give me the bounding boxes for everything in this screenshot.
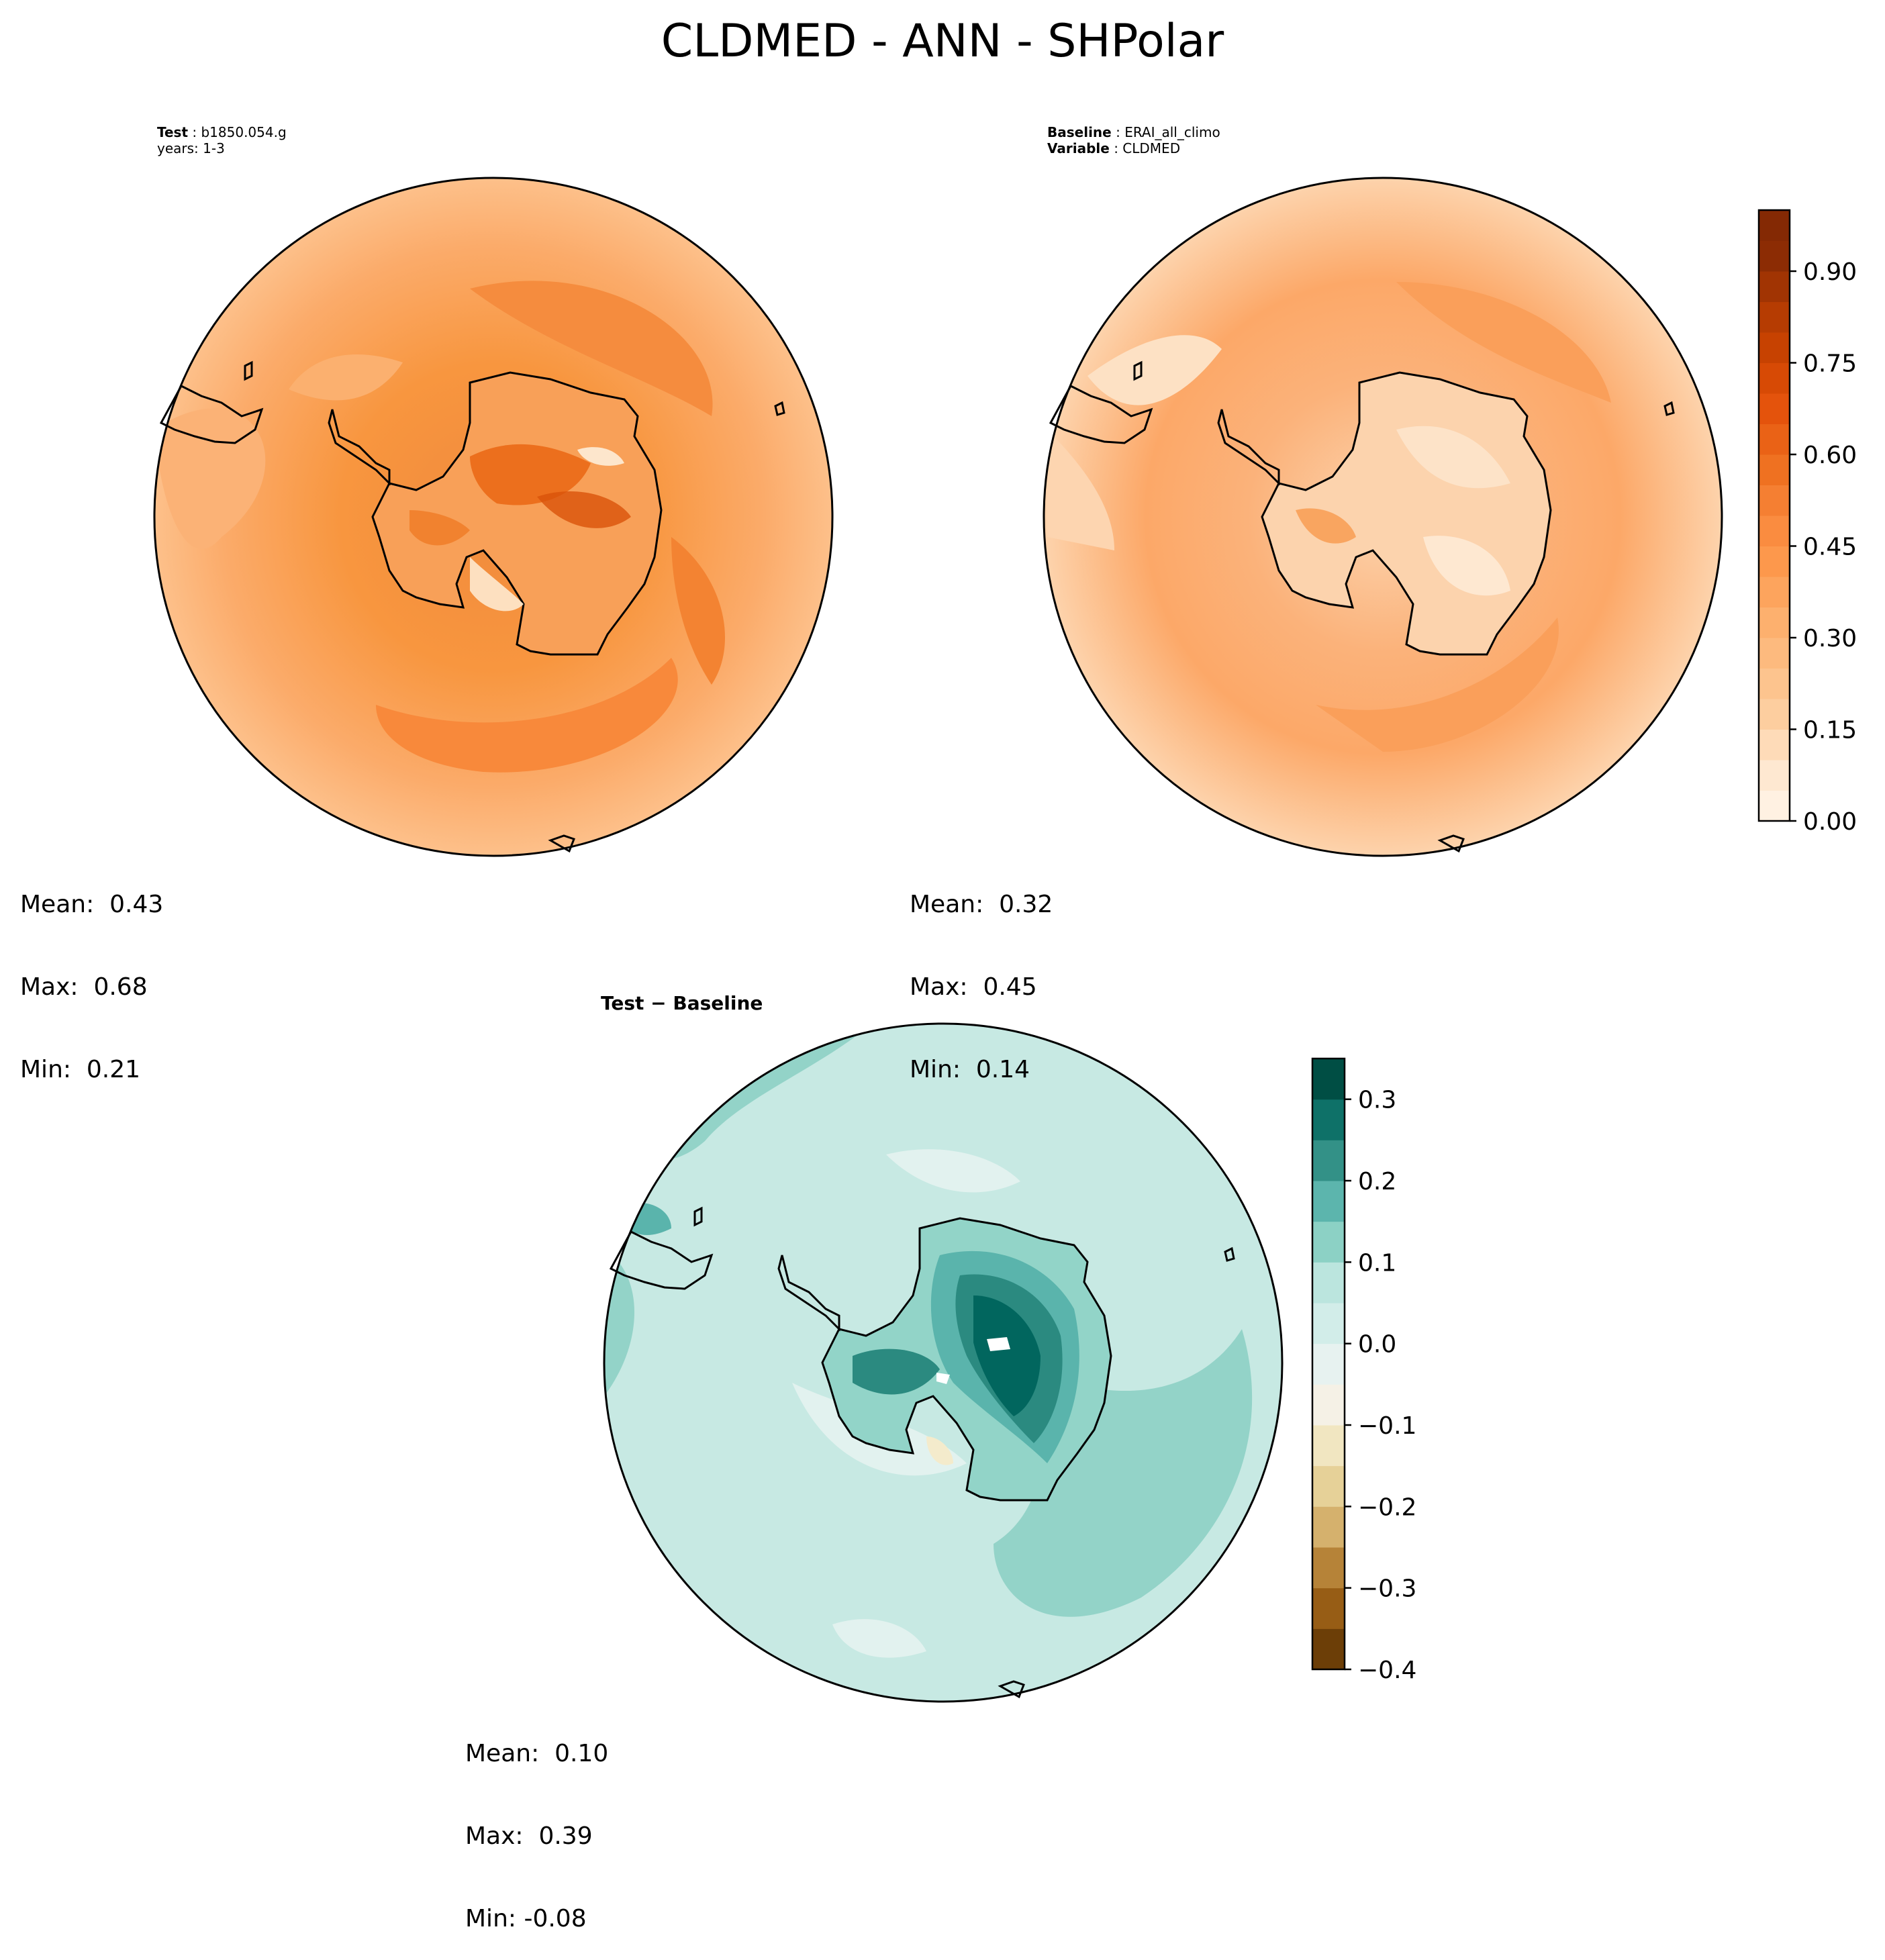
colorbar-segment <box>1759 424 1790 455</box>
figure-canvas: 0.000.150.300.450.600.750.90 0.30.20.10.… <box>153 177 1857 1703</box>
colorbar-tick-label: −0.2 <box>1358 1493 1416 1521</box>
colorbar-tick-label: 0.90 <box>1803 258 1857 286</box>
colorbar-segment <box>1759 638 1790 669</box>
colorbar-tick-label: 0.30 <box>1803 625 1857 652</box>
colorbar-segment <box>1312 1343 1345 1385</box>
test-label-key: Test <box>157 124 189 140</box>
diff-max: Max: 0.39 <box>465 1822 593 1850</box>
diff-stats: Mean: 0.10 Max: 0.39 Min: -0.08 <box>465 1685 608 1960</box>
colorbar-segment <box>1312 1303 1345 1344</box>
colorbar-tick-label: −0.3 <box>1358 1575 1416 1603</box>
baseline-max: Max: 0.45 <box>910 973 1037 1001</box>
colorbar-tick-label: 0.45 <box>1803 534 1857 561</box>
colorbar-tick-label: 0.0 <box>1358 1331 1396 1359</box>
colorbar-tick-label: 0.1 <box>1358 1249 1396 1277</box>
colorbar-segment <box>1759 760 1790 791</box>
colorbar-segment <box>1759 301 1790 333</box>
colorbar-tick-label: 0.15 <box>1803 717 1857 744</box>
colorbar-brbg: 0.3 0.2 0.1 0.0 −0.1 −0.2 −0.3 −0.4 <box>1311 1057 1416 1684</box>
colorbar-segment <box>1312 1384 1345 1426</box>
test-stats: Mean: 0.43 Max: 0.68 Min: 0.21 <box>20 836 163 1111</box>
colorbar-segment <box>1312 1587 1345 1629</box>
diff-mean: Mean: 0.10 <box>465 1740 609 1767</box>
colorbar-segment <box>1759 240 1790 272</box>
diff-min: Min: -0.08 <box>465 1905 587 1932</box>
test-label: Test : b1850.054.g years: 1-3 <box>157 124 287 156</box>
colorbar-border <box>1757 209 1791 822</box>
colorbar-segment <box>1759 485 1790 516</box>
colorbar-segment <box>1759 271 1790 302</box>
diff-title: Test − Baseline <box>601 992 763 1014</box>
baseline-map-border <box>1043 177 1723 857</box>
diff-map-border <box>603 1022 1284 1703</box>
colorbar-segment <box>1312 1262 1345 1304</box>
diff-map <box>603 1022 1284 1703</box>
colorbar-segment <box>1312 1181 1345 1222</box>
colorbar-segment <box>1759 454 1790 485</box>
colorbar-segment <box>1312 1506 1345 1548</box>
figure-title: CLDMED - ANN - SHPolar <box>661 15 1224 68</box>
test-mean: Mean: 0.43 <box>20 891 164 918</box>
colorbar-segment <box>1759 332 1790 363</box>
colorbar-tick-label: 0.60 <box>1803 442 1857 469</box>
colorbar-segment <box>1312 1628 1345 1670</box>
baseline-min: Min: 0.14 <box>910 1056 1030 1083</box>
colorbar-tick-label: 0.75 <box>1803 350 1857 378</box>
colorbar-segment <box>1759 210 1790 241</box>
baseline-label-key: Baseline <box>1047 124 1112 140</box>
colorbar-tick-label: 0.00 <box>1803 808 1857 836</box>
test-map <box>153 177 834 857</box>
colorbar-tick-label: 0.2 <box>1358 1168 1396 1195</box>
colorbar-segment <box>1759 546 1790 577</box>
baseline-mean: Mean: 0.32 <box>910 891 1053 918</box>
colorbar-segment <box>1312 1221 1345 1263</box>
variable-label-key: Variable <box>1047 140 1110 156</box>
colorbar-tick-label: 0.3 <box>1358 1087 1396 1114</box>
colorbar-segment <box>1759 668 1790 699</box>
test-label-value: b1850.054.g <box>201 124 287 140</box>
test-map-border <box>153 177 834 857</box>
colorbar-segment <box>1312 1140 1345 1181</box>
colorbar-segment <box>1759 699 1790 730</box>
variable-label-value: CLDMED <box>1122 140 1181 156</box>
colorbar-segment <box>1312 1465 1345 1507</box>
baseline-label: Baseline : ERAI_all_climo Variable : CLD… <box>1047 124 1220 156</box>
colorbar-segment <box>1312 1099 1345 1140</box>
colorbar-tick-label: −0.1 <box>1358 1412 1416 1440</box>
baseline-stats: Mean: 0.32 Max: 0.45 Min: 0.14 <box>910 836 1053 1111</box>
colorbar-border <box>1311 1057 1346 1671</box>
colorbar-segment <box>1759 790 1790 822</box>
colorbar-segment <box>1759 516 1790 546</box>
colorbar-segment <box>1759 362 1790 394</box>
colorbar-segment <box>1759 577 1790 607</box>
colorbar-tick-label: −0.4 <box>1358 1657 1416 1684</box>
colorbar-segment <box>1312 1547 1345 1589</box>
test-years: years: 1-3 <box>157 140 225 156</box>
colorbar-segment <box>1312 1425 1345 1467</box>
baseline-label-value: ERAI_all_climo <box>1124 124 1220 140</box>
colorbar-segment <box>1759 729 1790 761</box>
colorbar-segment <box>1759 607 1790 638</box>
colorbar-segment <box>1312 1059 1345 1100</box>
test-max: Max: 0.68 <box>20 973 148 1001</box>
baseline-map <box>1043 177 1723 857</box>
test-min: Min: 0.21 <box>20 1056 141 1083</box>
colorbar-oranges: 0.00 0.15 0.30 0.45 0.60 0.75 0.90 <box>1757 209 1857 836</box>
colorbar-segment <box>1759 393 1790 424</box>
